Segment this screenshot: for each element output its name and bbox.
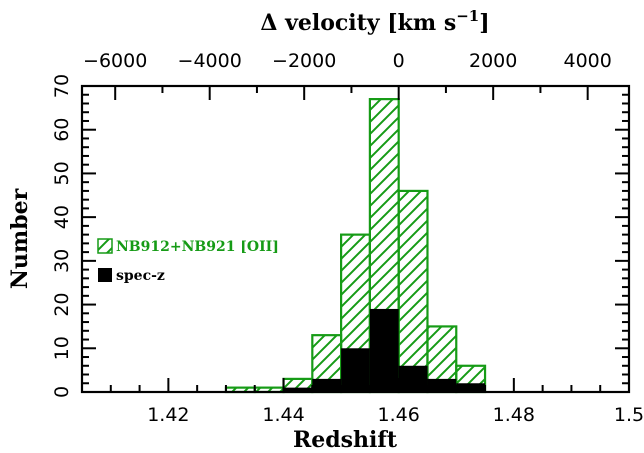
bar-filled xyxy=(312,378,342,392)
top-tick-label: 0 xyxy=(393,50,405,72)
legend-swatch-hatched xyxy=(97,238,113,254)
top-tick-label: 4000 xyxy=(563,50,611,72)
x-tick-label: 1.5 xyxy=(614,404,644,426)
bar-filled xyxy=(427,378,457,392)
axis-ticks: 1.42 1.44 1.46 1.48 1.5 0 10 20 30 40 50 60 70 −6000 −… xyxy=(51,50,644,426)
legend-label-filled: spec-z xyxy=(116,268,165,284)
top-tick-label: −6000 xyxy=(83,50,147,72)
bar-filled xyxy=(283,387,313,392)
y-tick-label: 60 xyxy=(51,118,73,142)
y-tick-label: 70 xyxy=(51,74,73,98)
bar-filled xyxy=(398,365,428,392)
y-tick-label: 0 xyxy=(51,386,73,398)
x-tick-label: 1.48 xyxy=(493,404,535,426)
y-tick-label: 40 xyxy=(51,205,73,229)
top-tick-label: 2000 xyxy=(469,50,517,72)
x-tick-label: 1.42 xyxy=(147,404,189,426)
top-tick-label: −4000 xyxy=(178,50,242,72)
top-tick-label: −2000 xyxy=(272,50,336,72)
bar-hatched xyxy=(397,189,429,394)
legend-label-hatched: NB912+NB921 [OII] xyxy=(116,239,279,255)
filled-series-bars xyxy=(283,308,486,392)
top-axis-title: Δ velocity [km s−1] xyxy=(260,7,489,36)
legend: NB912+NB921 [OII] spec-z xyxy=(97,238,279,284)
legend-swatch-filled xyxy=(98,268,112,282)
y-axis-title: Number xyxy=(7,188,33,289)
bar-filled xyxy=(456,383,486,392)
bar-filled xyxy=(369,308,399,392)
y-tick-label: 50 xyxy=(51,161,73,185)
y-tick-label: 20 xyxy=(51,292,73,316)
x-tick-label: 1.46 xyxy=(378,404,420,426)
x-tick-label: 1.44 xyxy=(262,404,304,426)
y-tick-label: 10 xyxy=(51,336,73,360)
bar-filled xyxy=(341,348,370,392)
y-tick-label: 30 xyxy=(51,249,73,273)
plot-frame xyxy=(80,84,631,394)
x-axis-title: Redshift xyxy=(293,427,398,453)
